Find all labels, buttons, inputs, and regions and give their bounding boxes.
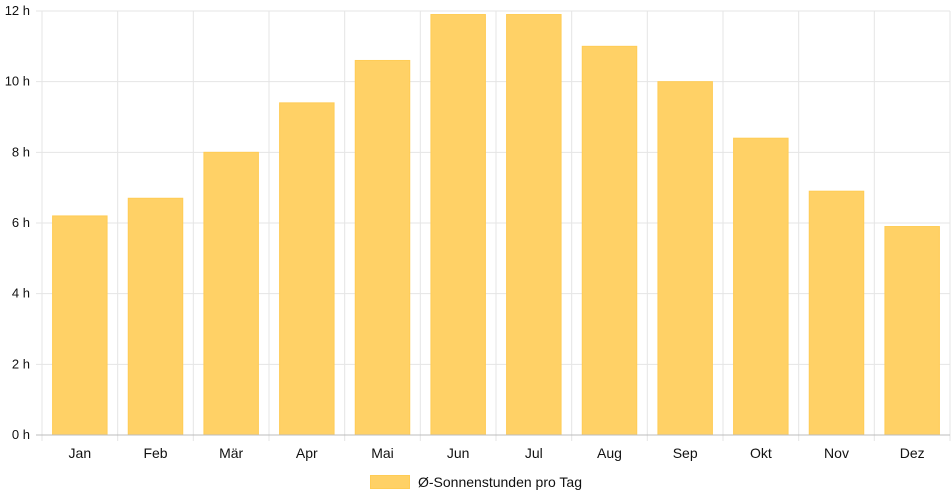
x-tick-label: Feb xyxy=(143,445,167,461)
x-tick-label: Jun xyxy=(447,445,470,461)
y-tick-label: 2 h xyxy=(12,356,30,371)
x-tick-label: Jan xyxy=(69,445,92,461)
bar[interactable] xyxy=(279,102,335,436)
x-tick-label: Okt xyxy=(750,445,772,461)
legend-swatch xyxy=(370,475,410,489)
x-tick-label: Mai xyxy=(371,445,394,461)
x-tick-label: Aug xyxy=(597,445,622,461)
bar[interactable] xyxy=(657,81,713,436)
y-tick-label: 12 h xyxy=(5,3,30,18)
y-tick-label: 8 h xyxy=(12,144,30,159)
x-tick-label: Sep xyxy=(673,445,698,461)
bar[interactable] xyxy=(581,45,638,436)
y-tick-label: 10 h xyxy=(5,74,30,89)
x-tick-label: Mär xyxy=(219,445,243,461)
x-tick-label: Dez xyxy=(900,445,925,461)
y-tick-label: 4 h xyxy=(12,286,30,301)
x-tick-label: Apr xyxy=(296,445,318,461)
bar[interactable] xyxy=(354,59,411,436)
bar[interactable] xyxy=(506,14,562,436)
bar[interactable] xyxy=(127,197,184,436)
bar[interactable] xyxy=(808,190,865,436)
bar[interactable] xyxy=(884,226,940,436)
bar[interactable] xyxy=(203,151,259,436)
bar[interactable] xyxy=(430,14,486,436)
y-tick-label: 6 h xyxy=(12,215,30,230)
bar[interactable] xyxy=(52,215,108,436)
x-tick-label: Jul xyxy=(525,445,543,461)
bar[interactable] xyxy=(733,137,789,436)
bar-chart: 0 h 2 h 4 h 6 h 8 h 10 h 12 h Jan Feb Mär Apr Mai Ju… xyxy=(5,3,951,461)
y-tick-label: 0 h xyxy=(12,427,30,442)
x-tick-label: Nov xyxy=(824,445,849,461)
legend[interactable]: Ø-Sonnenstunden pro Tag xyxy=(0,470,952,494)
legend-label: Ø-Sonnenstunden pro Tag xyxy=(418,474,582,490)
